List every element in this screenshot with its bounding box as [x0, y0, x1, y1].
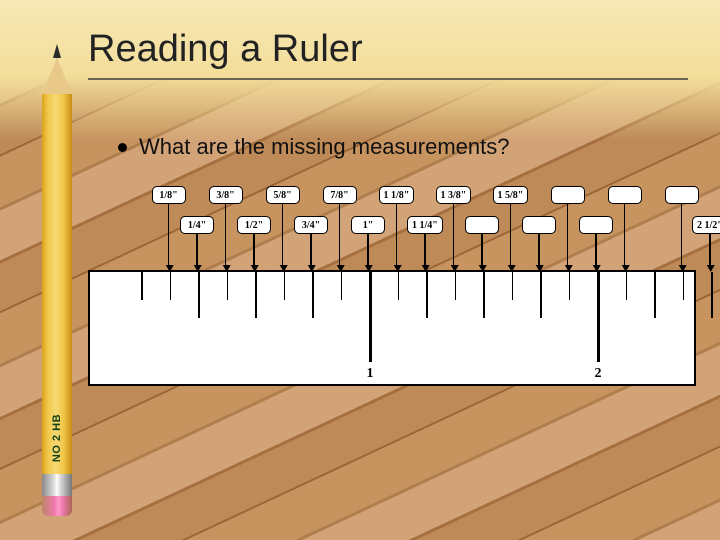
- arrow-head-icon: [479, 265, 487, 272]
- arrow-line: [453, 204, 455, 266]
- arrow-head-icon: [251, 265, 259, 272]
- pencil-graphic: NO 2 HB: [42, 58, 72, 510]
- arrow-head-icon: [450, 265, 458, 272]
- arrow-line: [538, 234, 540, 266]
- ruler-tick: [540, 272, 542, 318]
- arrow-head-icon: [593, 265, 601, 272]
- measurement-label-blank: [608, 186, 642, 204]
- page-title: Reading a Ruler: [88, 28, 363, 71]
- arrow-line: [339, 204, 341, 266]
- arrow-line: [196, 234, 198, 266]
- arrow-line: [168, 204, 170, 266]
- ruler-tick: [711, 272, 713, 318]
- arrow-head-icon: [393, 265, 401, 272]
- ruler-tick: [141, 272, 143, 300]
- ruler-tick: [227, 272, 229, 300]
- arrow-head-icon: [422, 265, 430, 272]
- inch-label: 2: [595, 366, 602, 382]
- arrow-line: [624, 204, 626, 266]
- arrow-line: [310, 234, 312, 266]
- measurement-label: 1 3/8": [436, 186, 472, 204]
- measurement-label: 1": [351, 216, 385, 234]
- arrow-head-icon: [707, 265, 715, 272]
- arrow-line: [424, 234, 426, 266]
- measurement-label: 2 1/2": [692, 216, 720, 234]
- arrow-head-icon: [279, 265, 287, 272]
- arrow-head-icon: [678, 265, 686, 272]
- ruler-tick: [398, 272, 400, 300]
- measurement-label: 3/8": [209, 186, 243, 204]
- measurement-label: 3/4": [294, 216, 328, 234]
- measurement-label-blank: [522, 216, 556, 234]
- arrow-head-icon: [336, 265, 344, 272]
- arrow-line: [253, 234, 255, 266]
- measurement-label: 1 1/8": [379, 186, 415, 204]
- measurement-label: 1 1/4": [407, 216, 443, 234]
- ruler-tick: [626, 272, 628, 300]
- arrow-head-icon: [507, 265, 515, 272]
- measurement-label: 5/8": [266, 186, 300, 204]
- arrow-line: [567, 204, 569, 266]
- measurement-label: 7/8": [323, 186, 357, 204]
- bullet-icon: [118, 143, 127, 152]
- arrow-head-icon: [165, 265, 173, 272]
- ruler-tick: [597, 272, 600, 362]
- arrow-head-icon: [194, 265, 202, 272]
- measurement-label-blank: [551, 186, 585, 204]
- arrow-head-icon: [621, 265, 629, 272]
- arrow-head-icon: [308, 265, 316, 272]
- measurement-label: 1/4": [180, 216, 214, 234]
- arrow-line: [282, 204, 284, 266]
- measurement-label: 1/2": [237, 216, 271, 234]
- arrow-line: [396, 204, 398, 266]
- arrow-line: [225, 204, 227, 266]
- arrow-line: [595, 234, 597, 266]
- ruler-tick: [569, 272, 571, 300]
- pencil-label: NO 2 HB: [51, 414, 63, 462]
- title-underline: [88, 78, 688, 80]
- measurement-label-blank: [665, 186, 699, 204]
- ruler-tick: [255, 272, 257, 318]
- ruler-tick: [426, 272, 428, 318]
- ruler-tick: [654, 272, 656, 318]
- arrow-line: [709, 234, 711, 266]
- ruler-tick: [198, 272, 200, 318]
- arrow-head-icon: [564, 265, 572, 272]
- measurement-label: 1/8": [152, 186, 186, 204]
- arrow-line: [510, 204, 512, 266]
- ruler-tick: [683, 272, 685, 300]
- arrow-head-icon: [365, 265, 373, 272]
- arrow-line: [481, 234, 483, 266]
- arrow-head-icon: [222, 265, 230, 272]
- ruler-tick: [455, 272, 457, 300]
- inch-label: 1: [367, 366, 374, 382]
- ruler-tick: [512, 272, 514, 300]
- arrow-line: [367, 234, 369, 266]
- bullet-row: What are the missing measurements?: [118, 134, 510, 160]
- ruler-tick: [483, 272, 485, 318]
- ruler-tick: [284, 272, 286, 300]
- ruler-diagram: 12 1/8"3/8"5/8"7/8"1 1/8"1 3/8"1 5/8"1/4…: [88, 186, 696, 406]
- ruler-tick: [312, 272, 314, 318]
- measurement-label-blank: [465, 216, 499, 234]
- ruler-tick: [170, 272, 172, 300]
- arrow-line: [681, 204, 683, 266]
- arrow-head-icon: [536, 265, 544, 272]
- ruler-tick: [369, 272, 372, 362]
- ruler-box: 12: [88, 270, 696, 386]
- ruler-tick: [341, 272, 343, 300]
- measurement-label-blank: [579, 216, 613, 234]
- bullet-text: What are the missing measurements?: [139, 134, 510, 160]
- measurement-label: 1 5/8": [493, 186, 529, 204]
